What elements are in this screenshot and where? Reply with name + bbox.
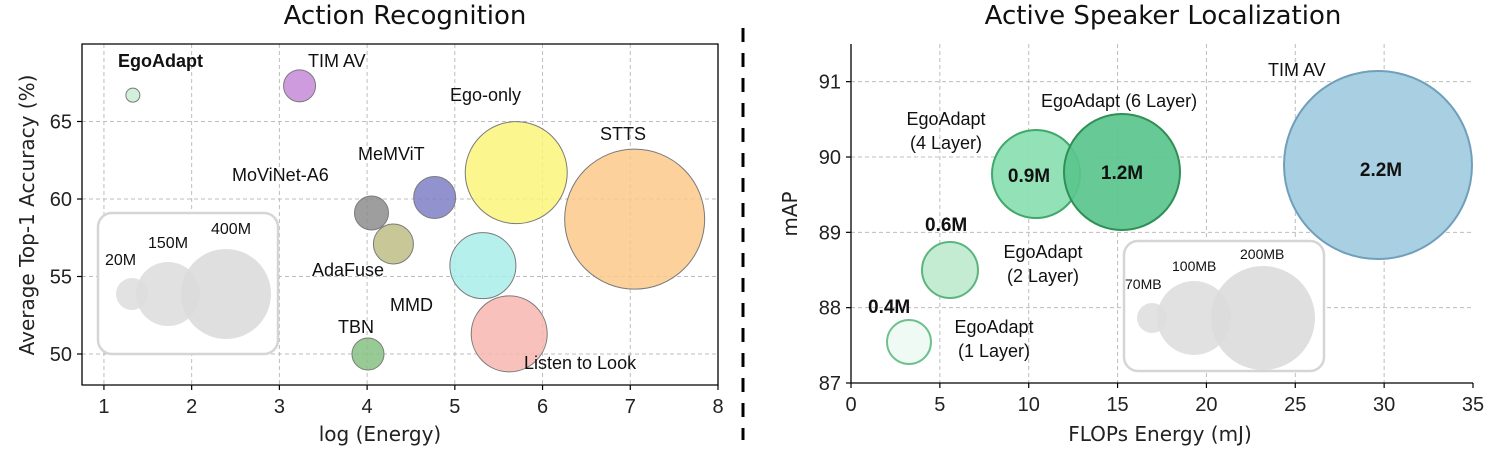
bubble-memvit <box>413 175 457 219</box>
legend-label: 70MB <box>1125 276 1162 292</box>
legend-label: 400M <box>211 221 251 238</box>
point-label: STTS <box>600 124 646 144</box>
bubble-egoadapt-1-layer <box>886 319 932 365</box>
legend-bubble-large <box>181 249 271 339</box>
x-tick-label: 35 <box>1462 394 1484 416</box>
x-tick-label: 5 <box>934 394 945 416</box>
x-tick-label: 3 <box>274 396 285 418</box>
bubble-unlabeled <box>449 232 517 300</box>
bubble-mmd <box>470 295 548 373</box>
legend-bubble-large <box>1211 266 1315 370</box>
bubble-ego-only <box>464 121 568 225</box>
legend-bubble-medium <box>1157 281 1231 355</box>
point-label: MMD <box>390 295 433 315</box>
point-label: Ego-only <box>450 85 521 105</box>
y-tick-label: 65 <box>50 112 72 134</box>
point-label: EgoAdapt (6 Layer) <box>1041 91 1197 111</box>
point-label: TIM AV <box>308 51 366 71</box>
point-label: EgoAdapt (4 Layer) <box>906 109 985 153</box>
legend-label: 200MB <box>1240 246 1284 262</box>
legend-label: 150M <box>148 235 188 252</box>
point-label: Listen to Look <box>524 353 637 373</box>
x-tick-label: 10 <box>1018 394 1040 416</box>
x-tick-label: 1 <box>98 396 109 418</box>
point-label: EgoAdapt <box>118 51 203 71</box>
point-label: EgoAdapt (2 Layer) <box>1003 242 1082 286</box>
param-label: 2.2M <box>1360 160 1402 181</box>
y-tick-label: 55 <box>50 267 72 289</box>
tick-labels: 1 2 3 4 5 6 7 8 50 55 60 65 <box>50 112 724 419</box>
y-tick-label: 88 <box>819 298 841 320</box>
x-axis-label: log (Energy) <box>319 422 441 446</box>
y-tick-label: 89 <box>819 222 841 244</box>
plot-axes <box>850 44 1473 384</box>
y-axis-label: Average Top-1 Accuracy (%) <box>15 75 39 356</box>
active-speaker-panel: Active Speaker Localization 0 5 10 15 20 25 30… <box>778 1 1484 446</box>
point-label: MoViNet-A6 <box>232 165 329 185</box>
x-tick-label: 30 <box>1373 394 1395 416</box>
bubble-egoadapt-6-layer <box>1063 113 1181 231</box>
bubble-adafuse <box>372 223 414 265</box>
x-tick-label: 8 <box>712 396 723 418</box>
param-label: 0.6M <box>925 215 967 236</box>
y-axis-label: mAP <box>778 191 802 236</box>
point-label: MeMViT <box>358 144 425 164</box>
x-tick-label: 15 <box>1106 394 1128 416</box>
x-tick-label: 5 <box>449 396 460 418</box>
plot-frame <box>81 43 719 386</box>
legend-label: 100MB <box>1172 258 1216 274</box>
bubble-stts <box>564 148 706 290</box>
x-tick-label: 6 <box>537 396 548 418</box>
x-tick-label: 25 <box>1284 394 1306 416</box>
param-label: 1.2M <box>1101 163 1143 184</box>
x-tick-label: 7 <box>625 396 636 418</box>
x-tick-label: 20 <box>1195 394 1217 416</box>
y-tick-label: 91 <box>819 72 841 94</box>
x-tick-label: 4 <box>362 396 373 418</box>
point-label: TIM AV <box>1268 60 1326 80</box>
y-tick-label: 87 <box>819 373 841 395</box>
bubble-movinet-a6 <box>353 195 389 231</box>
x-axis-label: FLOPs Energy (mJ) <box>1068 422 1252 446</box>
point-label: AdaFuse <box>312 260 384 280</box>
bubble-tim-av <box>283 69 317 103</box>
chart-title: Active Speaker Localization <box>985 1 1342 31</box>
tick-labels: 0 5 10 15 20 25 30 35 87 88 89 90 91 <box>819 72 1484 416</box>
size-legend: 70MB 100MB 200MB <box>1122 239 1326 373</box>
size-legend: 20M 150M 400M <box>96 211 280 356</box>
data-points <box>125 69 706 373</box>
point-label: TBN <box>338 317 374 337</box>
y-tick-label: 90 <box>819 147 841 169</box>
y-tick-label: 60 <box>50 189 72 211</box>
bubble-tbn <box>351 337 385 371</box>
bubble-egoadapt-2-layer <box>921 241 979 299</box>
param-label: 0.9M <box>1008 166 1050 187</box>
y-tick-label: 50 <box>50 344 72 366</box>
point-label: EgoAdapt (1 Layer) <box>954 317 1033 361</box>
x-tick-label: 0 <box>845 394 856 416</box>
legend-label: 20M <box>105 252 136 269</box>
bubble-tim-av <box>1283 70 1473 260</box>
action-recognition-panel: Action Recognition 1 2 3 4 5 6 7 8 50 55 60 65 log … <box>15 1 724 446</box>
x-tick-label: 2 <box>186 396 197 418</box>
bubble-egoadapt <box>125 87 141 103</box>
param-label: 0.4M <box>868 297 910 318</box>
chart-title: Action Recognition <box>284 1 527 31</box>
